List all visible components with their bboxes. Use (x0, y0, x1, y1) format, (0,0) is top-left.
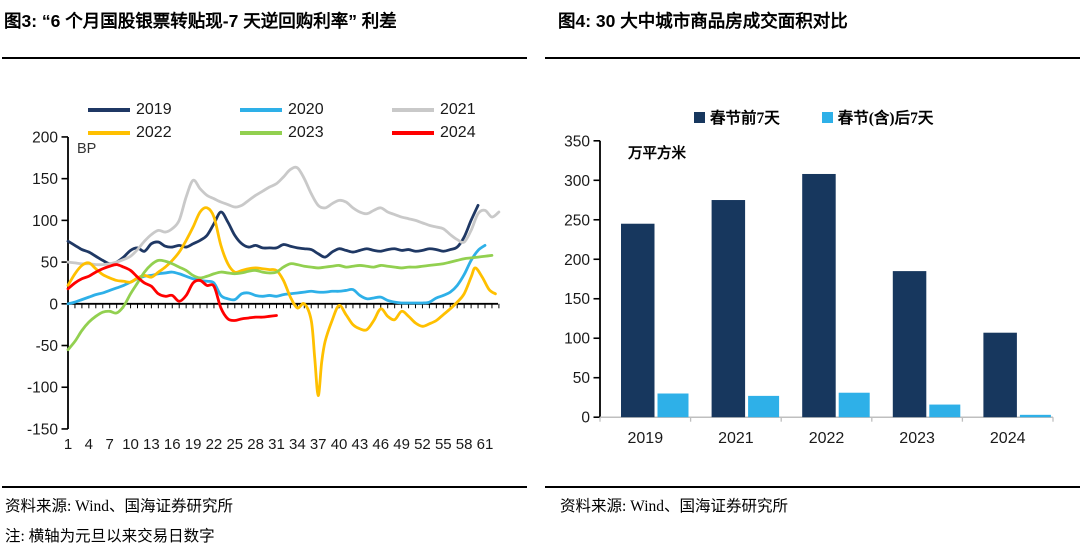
legend-line-swatch-2023 (240, 131, 282, 135)
y-tick-label: 200 (564, 252, 590, 269)
bar-pre-holiday-2021 (711, 200, 746, 418)
y-tick-label: 200 (32, 129, 58, 146)
x-tick-label: 10 (122, 436, 139, 453)
y-tick-label: 350 (564, 133, 590, 150)
line-series-2019 (66, 203, 480, 266)
y-tick-label: -50 (36, 338, 59, 355)
legend-item-春节(含)后7天: 春节(含)后7天 (821, 106, 934, 128)
legend-item-2019: 2019 (88, 101, 240, 119)
bar-pre-holiday-2023 (892, 271, 927, 418)
legend-item-2023: 2023 (240, 124, 392, 142)
x-tick-label: 22 (206, 436, 223, 453)
y-tick-label: 0 (49, 296, 58, 313)
figure4-bar-chart: 350 300 250 200 150 100 50 0 万平方米 2019 2021 2022 202… (564, 133, 1054, 447)
x-tick-label: 49 (393, 436, 410, 453)
y-tick-label: 100 (564, 331, 590, 348)
legend-label: 2022 (136, 124, 172, 141)
legend-label: 2021 (440, 101, 476, 118)
x-tick-label: 1 (64, 436, 72, 453)
y-tick-label: 50 (41, 255, 59, 272)
y-tick-label: 300 (564, 173, 590, 190)
x-tick-label: 13 (143, 436, 160, 453)
bar-post-holiday-2019 (657, 393, 689, 418)
legend-item-2021: 2021 (392, 101, 496, 119)
y-tick-label: 50 (573, 370, 591, 387)
bar-post-holiday-2024 (1019, 414, 1051, 418)
bar-pre-holiday-2024 (983, 332, 1017, 418)
x-tick-label: 58 (456, 436, 473, 453)
bar-post-holiday-2021 (748, 395, 780, 418)
line-series-2021 (66, 165, 501, 267)
figure4-title-rule (545, 57, 1080, 59)
legend-square-swatch (694, 111, 705, 123)
y-tick-label: 150 (32, 171, 58, 188)
figure3-title: 图3: “6 个月国股银票转贴现-7 天逆回购利率” 利差 (4, 11, 397, 31)
y-axis-unit-label: BP (77, 141, 96, 157)
x-category-label: 2024 (990, 430, 1026, 447)
legend-line-swatch-2022 (88, 131, 130, 135)
x-tick-label: 4 (85, 436, 93, 453)
legend-line-swatch-2024 (392, 131, 434, 135)
figure3-source: 资料来源: Wind、国海证券研究所 (5, 498, 233, 515)
x-tick-label: 28 (247, 436, 264, 453)
figure4-title: 图4: 30 大中城市商品房成交面积对比 (558, 11, 848, 31)
figure4-legend: 春节前7天 春节(含)后7天 (694, 106, 933, 128)
x-category-label: 2019 (628, 430, 664, 447)
legend-label: 春节前7天 (710, 110, 780, 127)
x-tick-label: 19 (185, 436, 202, 453)
x-tick-label: 55 (435, 436, 452, 453)
x-tick-label: 34 (289, 436, 306, 453)
y-tick-label: 100 (32, 213, 58, 230)
x-tick-label: 61 (477, 436, 494, 453)
line-series-2023 (66, 254, 494, 352)
figure3-title-rule (2, 57, 527, 59)
x-tick-label: 43 (352, 436, 369, 453)
y-tick-label: -100 (27, 380, 58, 397)
x-tick-label: 7 (106, 436, 114, 453)
x-tick-label: 37 (310, 436, 327, 453)
legend-label: 春节(含)后7天 (837, 110, 934, 127)
y-tick-label: 250 (564, 212, 590, 229)
x-tick-label: 40 (331, 436, 348, 453)
legend-item-春节前7天: 春节前7天 (694, 106, 780, 128)
x-tick-label: 25 (226, 436, 243, 453)
figure3-line-chart: 200 150 100 50 0 -50 -100 -150 1 4 7 10 13 16 19 22 25 28… (27, 129, 501, 453)
x-category-label: 2021 (718, 430, 754, 447)
legend-square-swatch (821, 111, 833, 123)
legend-label: 2024 (440, 124, 476, 141)
figure4-footer-rule (545, 486, 1080, 488)
x-tick-label: 16 (164, 436, 181, 453)
legend-line-swatch-2020 (240, 108, 282, 112)
line-series-2024 (66, 263, 278, 322)
x-category-label: 2022 (809, 430, 845, 447)
figure3-note: 注: 横轴为元旦以来交易日数字 (5, 528, 215, 545)
legend-item-2020: 2020 (240, 101, 392, 119)
legend-item-2022: 2022 (88, 124, 240, 142)
legend-label: 2019 (136, 101, 172, 118)
bar-pre-holiday-2019 (621, 223, 655, 418)
x-category-label: 2023 (899, 430, 935, 447)
legend-line-swatch-2021 (392, 108, 434, 112)
y-axis-unit-label: 万平方米 (627, 144, 686, 162)
figure3-legend: 2019 2020 2021 2022 2023 2024 (88, 101, 500, 142)
x-tick-label: 46 (372, 436, 389, 453)
legend-line-swatch-2019 (88, 108, 130, 112)
y-tick-label: 0 (581, 410, 590, 427)
y-tick-label: 150 (564, 291, 590, 308)
legend-item-2024: 2024 (392, 124, 496, 142)
figure3-footer-rule (2, 486, 527, 488)
bar-pre-holiday-2022 (802, 173, 836, 418)
bar-post-holiday-2022 (838, 392, 870, 418)
y-tick-label: -150 (27, 421, 58, 438)
x-tick-label: 31 (268, 436, 285, 453)
legend-label: 2023 (288, 124, 324, 141)
bar-post-holiday-2023 (929, 404, 961, 418)
figure4-source: 资料来源: Wind、国海证券研究所 (560, 498, 788, 515)
x-tick-label: 52 (414, 436, 431, 453)
legend-label: 2020 (288, 101, 324, 118)
